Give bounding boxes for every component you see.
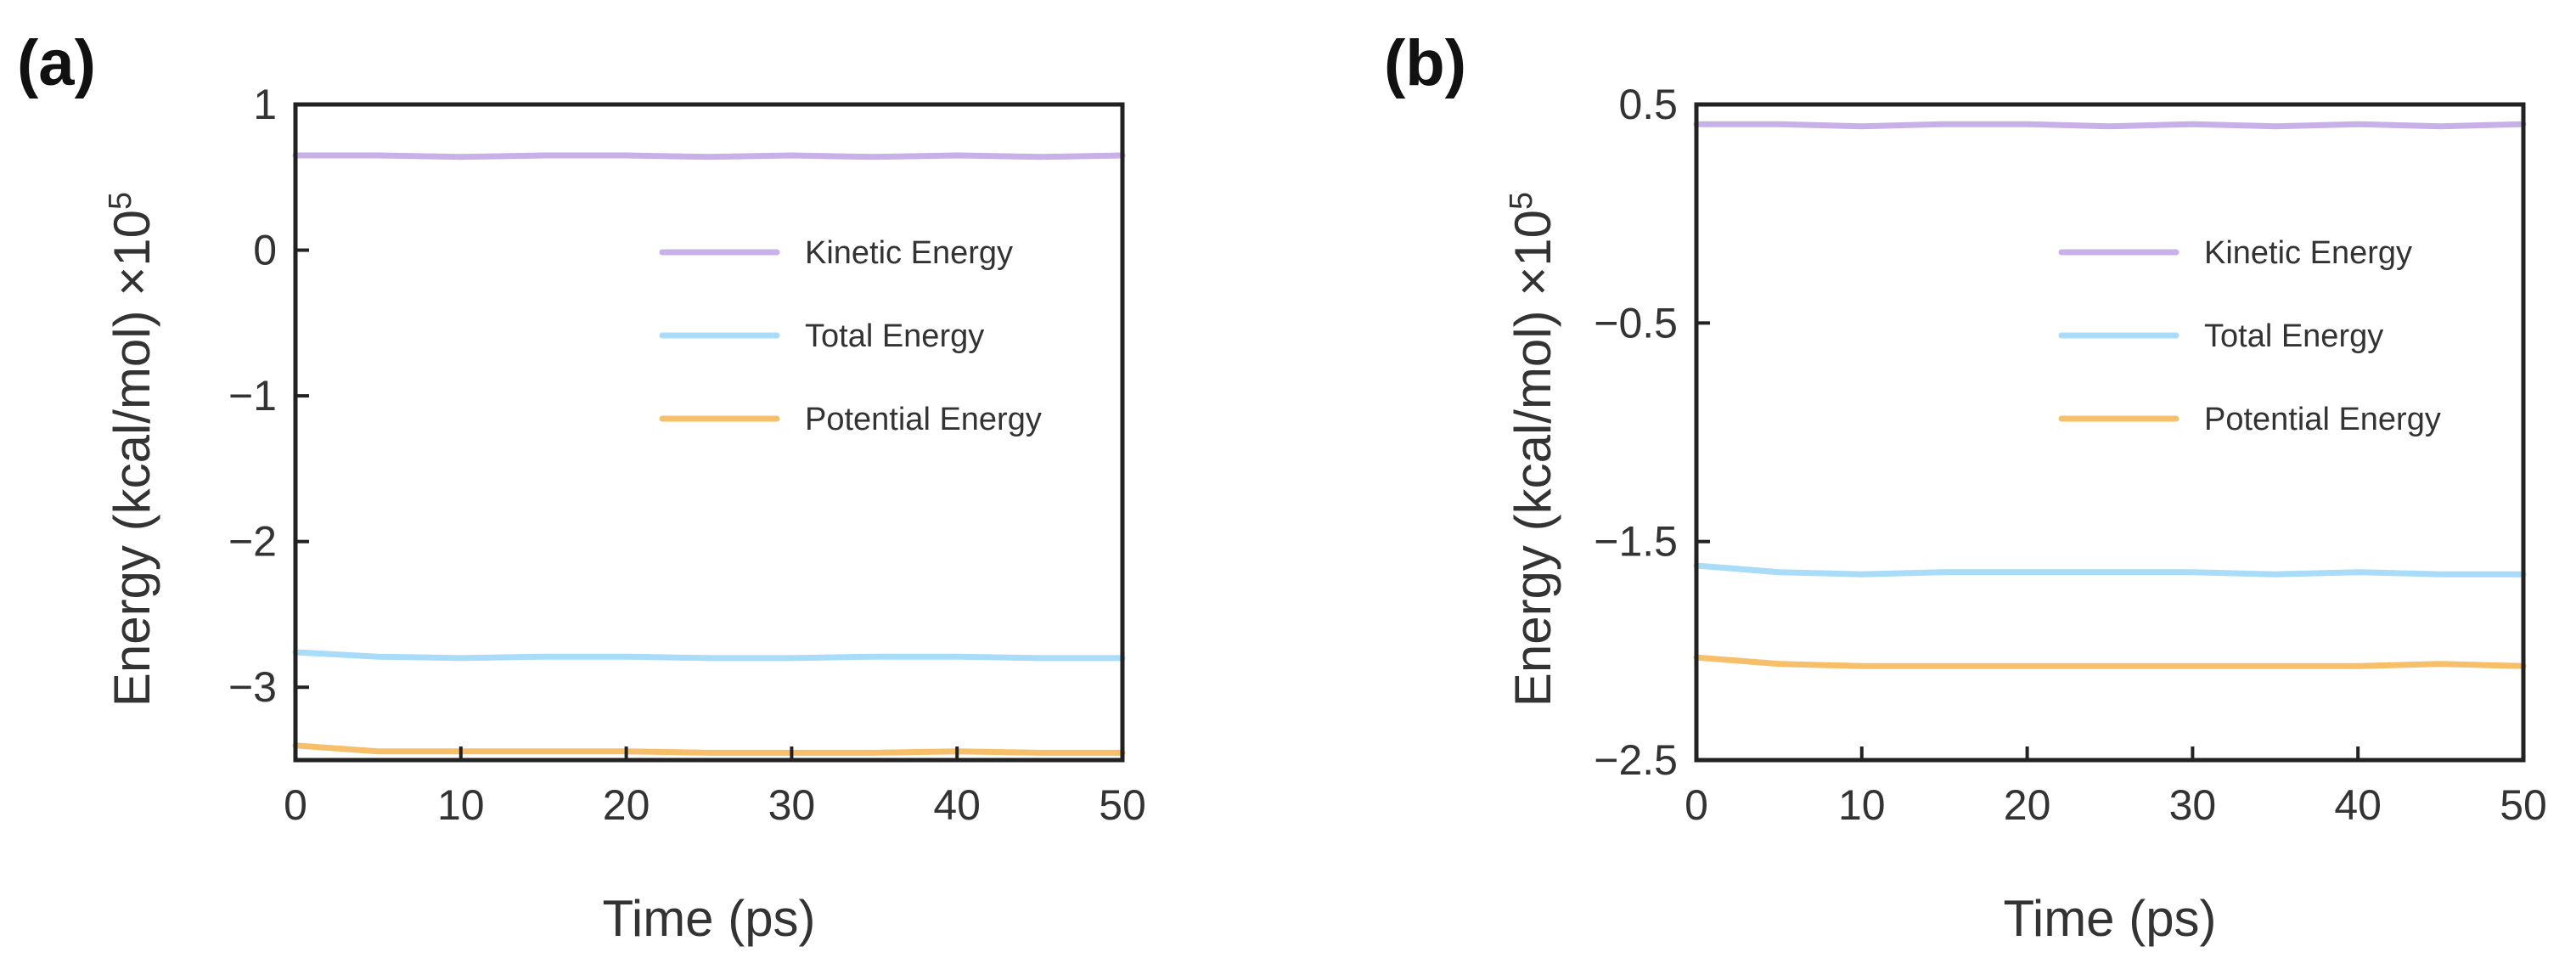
- x-tick-label-b-3: 30: [2169, 781, 2217, 829]
- y-axis-title-a-main: Energy (kcal/mol) ×10: [104, 210, 160, 707]
- x-tick-label-b-4: 40: [2334, 781, 2382, 829]
- x-tick-label-a-1: 10: [437, 781, 485, 829]
- y-axis-title-a: Energy (kcal/mol) ×105: [103, 192, 160, 707]
- x-tick-label-a-5: 50: [1099, 781, 1146, 829]
- legend-label-potential-energy-b: Potential Energy: [2204, 402, 2441, 437]
- x-tick-label-b-2: 20: [2004, 781, 2051, 829]
- panel-label-b: (b): [1384, 27, 1466, 99]
- y-tick-label-a-4: −3: [228, 663, 277, 711]
- x-tick-label-a-3: 30: [768, 781, 816, 829]
- series-line-kinetic-energy-b: [1693, 121, 2527, 130]
- y-tick-label-b-3: −2.5: [1594, 736, 1678, 784]
- y-tick-label-a-0: 1: [253, 81, 277, 128]
- x-tick-label-b-1: 10: [1838, 781, 1886, 829]
- x-tick-label-a-4: 40: [933, 781, 981, 829]
- series-line-total-energy-a: [292, 649, 1126, 662]
- x-tick-label-a-0: 0: [284, 781, 307, 829]
- y-axis-title-b-main: Energy (kcal/mol) ×10: [1505, 210, 1561, 707]
- series-line-potential-energy-b: [1693, 654, 2527, 669]
- x-tick-label-b-5: 50: [2500, 781, 2547, 829]
- x-axis-title-a: Time (ps): [602, 890, 815, 947]
- series-layer-a: [292, 152, 1126, 756]
- series-line-total-energy-b: [1693, 562, 2527, 577]
- legend-b: Kinetic Energy Total Energy Potential Ener…: [2058, 235, 2441, 437]
- ticks-b: 0 10 20 30 40 50 0.5 −0.5 −1.5 −2.5: [1594, 81, 2547, 829]
- y-tick-label-a-3: −2: [228, 518, 277, 566]
- legend-label-total-energy-a: Total Energy: [805, 318, 984, 354]
- y-tick-label-b-1: −0.5: [1594, 299, 1678, 346]
- x-tick-label-a-2: 20: [603, 781, 650, 829]
- legend-label-kinetic-energy-b: Kinetic Energy: [2204, 235, 2412, 271]
- series-line-kinetic-energy-a: [292, 152, 1126, 161]
- x-tick-label-b-0: 0: [1685, 781, 1708, 829]
- legend-label-potential-energy-a: Potential Energy: [805, 402, 1042, 437]
- y-tick-label-a-2: −1: [228, 372, 277, 420]
- legend-label-kinetic-energy-a: Kinetic Energy: [805, 235, 1013, 271]
- y-axis-title-b: Energy (kcal/mol) ×105: [1504, 192, 1561, 707]
- panel-b: (b) 0 10 20 30 40 50 0.5 −0.5 −1.5 −2.5 Kinetic E…: [1384, 27, 2547, 947]
- legend-a: Kinetic Energy Total Energy Potential Ener…: [659, 235, 1042, 437]
- plot-frame-a: [293, 102, 1125, 763]
- legend-label-total-energy-b: Total Energy: [2204, 318, 2383, 354]
- series-line-potential-energy-a: [292, 742, 1126, 756]
- y-axis-title-a-exponent: 5: [103, 192, 138, 210]
- series-layer-b: [1693, 121, 2527, 669]
- y-tick-label-a-1: 0: [253, 227, 277, 274]
- x-axis-title-b: Time (ps): [2003, 890, 2216, 947]
- panel-label-a: (a): [17, 27, 96, 99]
- y-axis-title-b-exponent: 5: [1504, 192, 1539, 210]
- y-tick-label-b-2: −1.5: [1594, 518, 1678, 566]
- y-tick-label-b-0: 0.5: [1618, 81, 1678, 128]
- plot-frame-b: [1694, 102, 2526, 763]
